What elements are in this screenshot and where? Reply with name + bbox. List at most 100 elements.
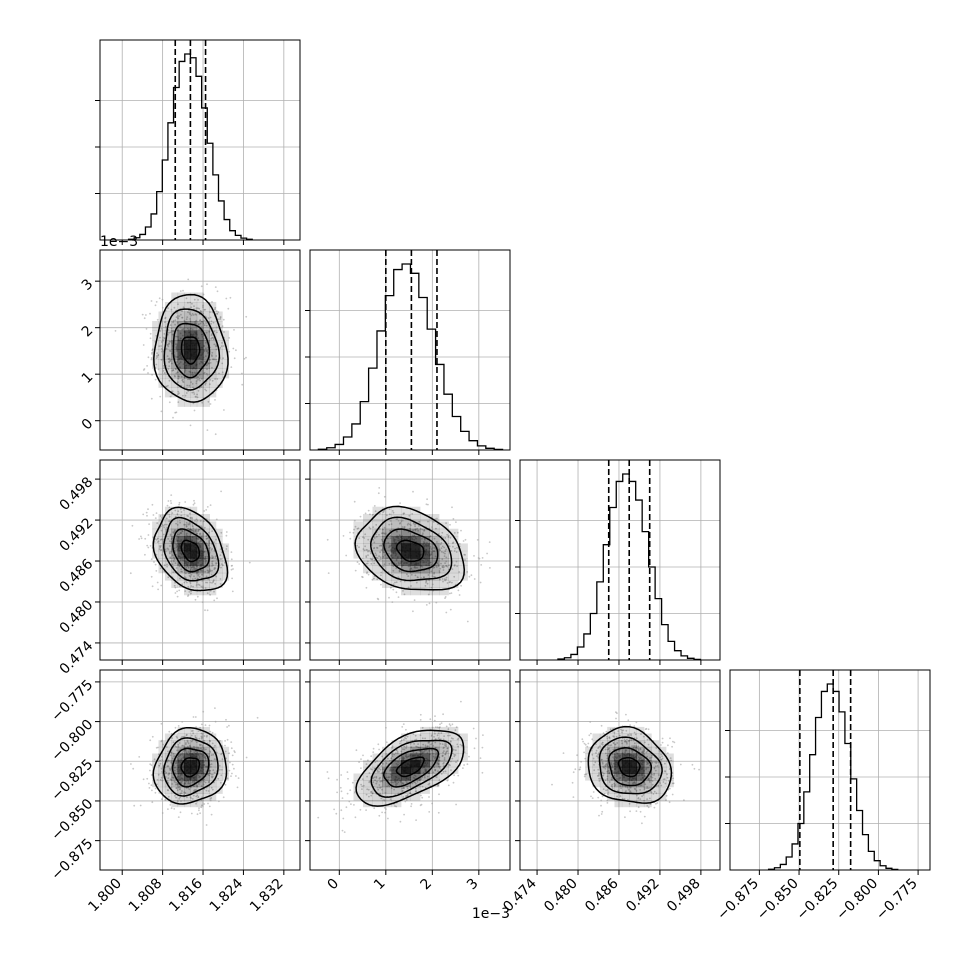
sample-point — [489, 567, 491, 569]
sample-point — [340, 774, 342, 776]
sample-point — [161, 723, 163, 725]
x-tick-label: −0.825 — [794, 876, 842, 924]
sample-point — [202, 711, 204, 713]
sample-point — [224, 745, 226, 747]
sample-point — [396, 591, 398, 593]
sample-point — [133, 805, 135, 807]
sample-point — [350, 803, 352, 805]
sample-point — [333, 809, 335, 811]
sample-point — [420, 714, 422, 716]
sample-point — [576, 754, 578, 756]
sample-point — [328, 777, 330, 779]
sample-point — [151, 398, 153, 400]
density-cell — [171, 521, 178, 529]
sample-point — [366, 587, 368, 589]
sample-point — [155, 517, 157, 519]
sample-point — [403, 723, 405, 725]
sample-point — [694, 768, 696, 770]
sample-point — [144, 317, 146, 319]
sample-point — [193, 500, 195, 502]
sample-point — [657, 802, 659, 804]
density-cell — [190, 740, 197, 747]
sample-point — [354, 501, 356, 503]
sample-point — [152, 504, 154, 506]
sample-point — [362, 755, 364, 757]
sample-point — [215, 721, 217, 723]
x-tick-label: 1 — [371, 876, 389, 894]
sample-point — [178, 504, 180, 506]
sample-point — [132, 525, 134, 527]
sample-point — [130, 763, 132, 765]
sample-point — [602, 796, 604, 798]
density-cell — [171, 369, 178, 379]
sample-point — [155, 379, 157, 381]
density-cell — [458, 551, 468, 559]
density-cell — [210, 378, 217, 388]
sample-point — [138, 538, 140, 540]
x-tick-label: −0.775 — [873, 876, 921, 924]
x-tick-label: 1.832 — [247, 876, 287, 916]
sample-point — [482, 734, 484, 736]
y-tick-label: −0.875 — [48, 836, 96, 884]
sample-point — [342, 797, 344, 799]
sample-point — [233, 329, 235, 331]
sample-point — [210, 504, 212, 506]
sample-point — [231, 578, 233, 580]
sample-point — [190, 425, 192, 427]
sample-point — [580, 761, 582, 763]
sample-point — [238, 777, 240, 779]
density-cell — [210, 767, 217, 774]
sample-point — [205, 509, 207, 511]
sample-point — [235, 775, 237, 777]
sample-point — [194, 502, 196, 504]
sample-point — [207, 429, 209, 431]
panel-frame — [100, 40, 300, 240]
sample-point — [159, 396, 161, 398]
density-cell — [401, 580, 411, 588]
density-cell — [178, 754, 185, 761]
density-cell — [203, 734, 210, 741]
sample-point — [231, 558, 233, 560]
sample-point — [151, 576, 153, 578]
sample-point — [341, 790, 343, 792]
sample-point — [616, 712, 618, 714]
sample-point — [669, 788, 671, 790]
density-cell — [197, 734, 204, 741]
density-cell — [363, 794, 373, 801]
density-cell — [165, 543, 172, 551]
density-cell — [178, 312, 185, 322]
sample-point — [352, 782, 354, 784]
sample-point — [224, 740, 226, 742]
sample-point — [579, 766, 581, 768]
sample-point — [209, 725, 211, 727]
sample-point — [180, 811, 182, 813]
sample-point — [198, 807, 200, 809]
sample-point — [150, 337, 152, 339]
sample-point — [377, 743, 379, 745]
sample-point — [215, 433, 217, 435]
sample-point — [349, 538, 351, 540]
y-tick-label: 2 — [79, 323, 97, 341]
sample-point — [149, 313, 151, 315]
sample-point — [173, 808, 175, 810]
density-cell — [184, 312, 191, 322]
sample-point — [244, 358, 246, 360]
density-cell — [430, 734, 440, 741]
y-tick-label: 1 — [79, 369, 97, 387]
y-tick-label: −0.800 — [48, 717, 96, 765]
density-cell — [449, 558, 459, 566]
sample-point — [452, 723, 454, 725]
density-cell — [184, 302, 191, 312]
density-cell — [210, 350, 217, 360]
sample-point — [429, 718, 431, 720]
sample-point — [150, 333, 152, 335]
sample-point — [343, 535, 345, 537]
density-cell — [373, 543, 383, 551]
sample-point — [482, 772, 484, 774]
sample-point — [147, 508, 149, 510]
sample-point — [636, 722, 638, 724]
y-tick-label: 0.486 — [57, 556, 97, 596]
x-tick-label: −0.850 — [754, 876, 802, 924]
